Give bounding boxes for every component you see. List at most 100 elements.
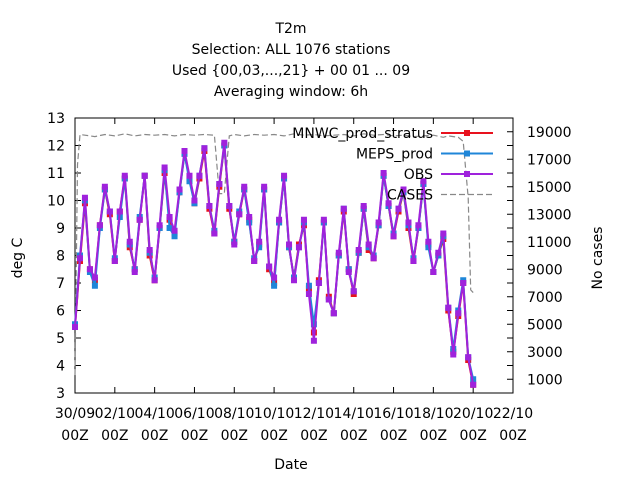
data-point-meps-prod <box>91 282 98 289</box>
data-point-obs <box>380 170 387 176</box>
legend-swatch-marker <box>464 150 470 157</box>
x-tick-label-time: 00Z <box>141 428 168 444</box>
y2-tick-label: 13000 <box>527 207 572 223</box>
y-tick-label: 5 <box>56 331 65 347</box>
data-point-obs <box>340 205 347 212</box>
x-tick-label-time: 00Z <box>380 428 407 444</box>
data-point-obs <box>111 258 118 264</box>
y-axis-label: deg C <box>10 237 26 278</box>
data-point-obs <box>266 263 273 270</box>
data-point-meps-prod <box>256 244 263 251</box>
data-point-obs <box>261 183 268 190</box>
data-point-obs <box>430 269 437 275</box>
data-point-obs <box>395 205 402 212</box>
data-point-obs <box>440 230 447 237</box>
x-tick-label-date: 16/10 <box>373 406 413 422</box>
data-point-obs <box>161 164 168 171</box>
data-point-obs <box>460 280 467 286</box>
x-tick-label-date: 20/10 <box>453 406 493 422</box>
legend-label: CASES <box>387 188 433 204</box>
data-point-obs <box>141 172 148 179</box>
data-point-obs <box>420 178 427 185</box>
data-point-obs <box>276 216 283 223</box>
x-tick-label-time: 00Z <box>499 428 526 444</box>
y2-tick-label: 15000 <box>527 180 572 196</box>
data-point-obs <box>415 222 422 229</box>
data-point-obs <box>251 258 258 264</box>
data-point-obs <box>106 208 113 215</box>
data-point-obs <box>206 203 213 209</box>
data-point-obs <box>121 172 128 179</box>
data-point-obs <box>455 310 462 317</box>
data-point-meps-prod <box>166 225 173 231</box>
data-point-obs <box>400 186 407 193</box>
data-point-obs <box>131 269 138 275</box>
series-layer <box>72 139 477 388</box>
data-point-obs <box>196 172 203 179</box>
data-point-obs <box>86 266 93 273</box>
data-point-obs <box>281 172 288 179</box>
chart-subtitle-selection: Selection: ALL 1076 stations <box>192 42 391 58</box>
data-point-obs <box>355 247 362 253</box>
data-point-obs <box>101 183 108 190</box>
data-point-obs <box>465 354 472 361</box>
data-point-obs <box>305 291 312 297</box>
data-point-meps-prod <box>310 321 317 328</box>
data-point-obs <box>375 219 382 226</box>
data-point-obs <box>216 181 223 187</box>
data-point-obs <box>236 211 243 218</box>
legend-label: MNWC_prod_stratus <box>292 126 433 142</box>
data-point-obs <box>246 214 253 220</box>
data-point-obs <box>320 216 327 223</box>
data-point-obs <box>91 274 98 281</box>
x-tick-label-date: 06/10 <box>174 406 214 422</box>
y-tick-label: 13 <box>47 111 65 127</box>
data-point-obs <box>211 230 218 237</box>
x-tick-label-time: 00Z <box>300 428 327 444</box>
data-point-obs <box>126 238 133 245</box>
data-point-obs <box>405 219 412 226</box>
data-point-obs <box>176 186 183 193</box>
x-tick-label-date: 14/10 <box>334 406 374 422</box>
x-tick-label-date: 18/10 <box>413 406 453 422</box>
data-point-obs <box>191 197 198 204</box>
x-axis: 30/09 00Z 02/10 00Z 04/10 00Z 06/10 00Z 08/10 00Z… <box>55 118 533 444</box>
x-tick-label-time: 00Z <box>420 428 447 444</box>
y2-tick-label: 1000 <box>527 372 563 388</box>
y2-axis-label: No cases <box>590 227 606 290</box>
data-point-obs <box>330 310 337 317</box>
x-axis-label: Date <box>274 457 307 473</box>
x-tick-label-date: 12/10 <box>294 406 334 422</box>
x-tick-label-time: 00Z <box>61 428 88 444</box>
cases-line <box>74 133 474 376</box>
y-tick-label: 10 <box>47 194 65 210</box>
x-tick-label-time: 00Z <box>340 428 367 444</box>
data-point-obs <box>470 381 477 388</box>
data-point-obs <box>226 203 233 209</box>
data-point-obs <box>315 280 322 286</box>
data-point-obs <box>365 241 372 248</box>
data-point-obs <box>435 249 442 256</box>
data-point-obs <box>360 203 367 209</box>
data-point-obs <box>286 241 293 248</box>
y-tick-label: 7 <box>56 276 65 292</box>
data-point-obs <box>300 216 307 223</box>
x-tick-label-date: 02/10 <box>95 406 135 422</box>
y2-tick-label: 11000 <box>527 235 572 251</box>
data-point-meps-prod <box>171 233 178 240</box>
x-tick-label-date: 30/09 <box>55 406 95 422</box>
legend-label: MEPS_prod <box>356 147 433 163</box>
y-tick-label: 8 <box>56 249 65 265</box>
x-tick-label-date: 10/10 <box>254 406 294 422</box>
data-point-meps-prod <box>271 282 278 289</box>
x-tick-label-date: 04/10 <box>134 406 174 422</box>
x-tick-label-time: 00Z <box>181 428 208 444</box>
data-point-obs <box>445 304 452 311</box>
data-point-obs <box>181 148 188 154</box>
legend-swatch-marker <box>464 130 470 136</box>
chart-subtitle-window: Averaging window: 6h <box>214 84 368 100</box>
cases-layer <box>74 133 474 376</box>
data-point-obs <box>335 249 342 256</box>
y2-tick-label: 17000 <box>527 152 572 168</box>
